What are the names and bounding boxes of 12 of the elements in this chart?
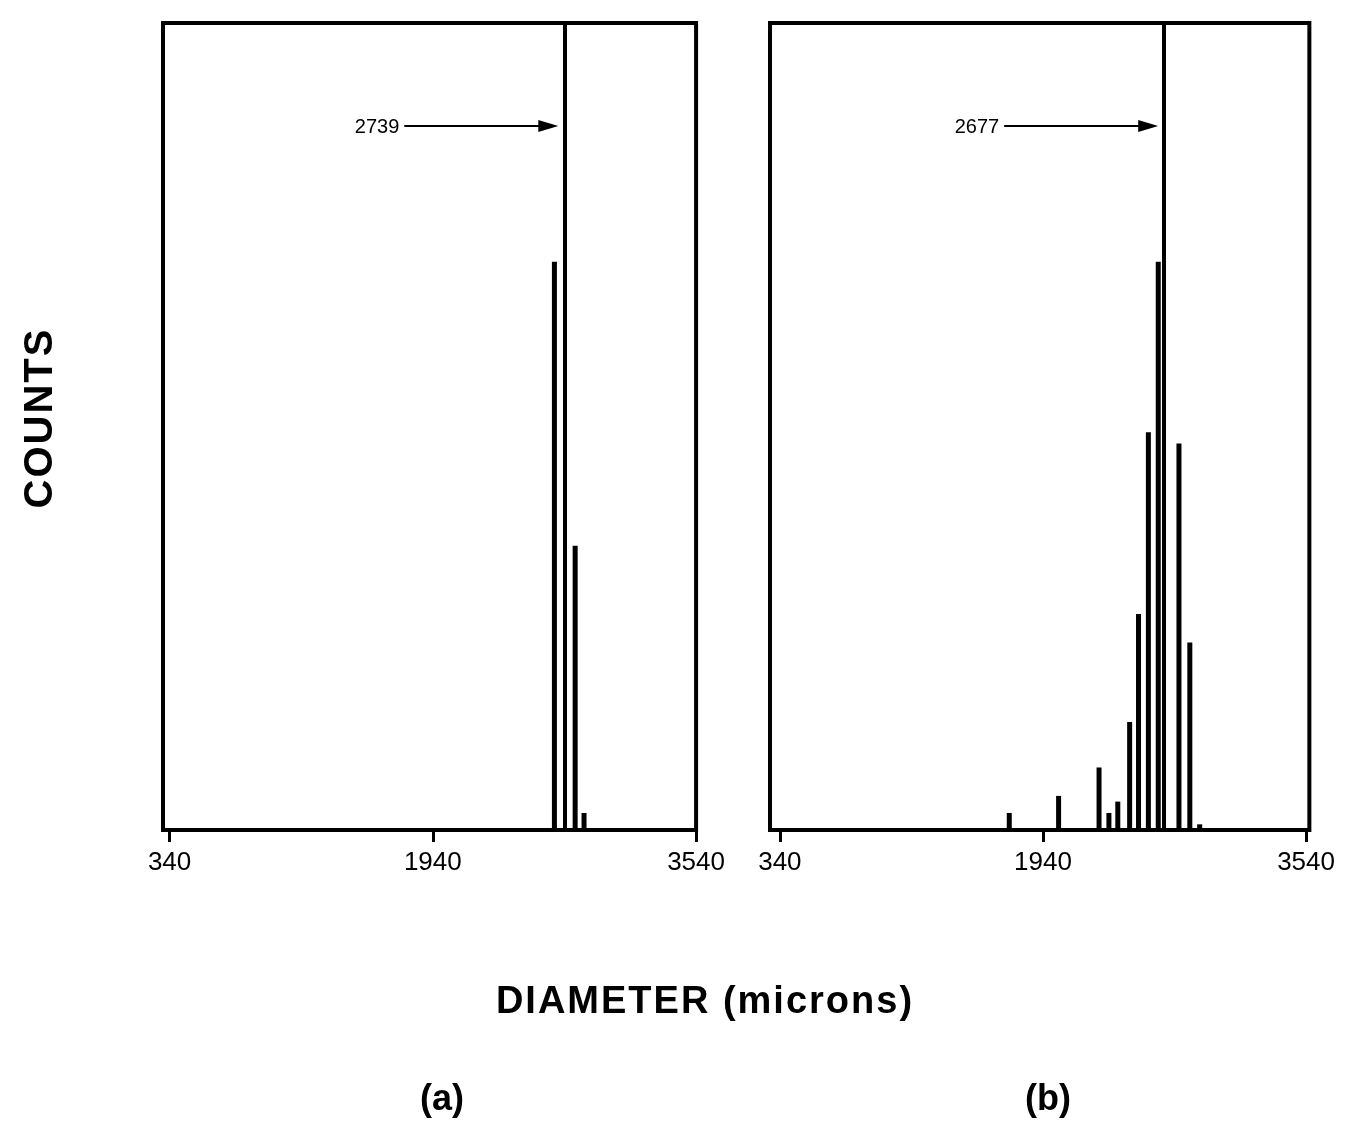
x-tick-label: 1940 <box>403 846 462 876</box>
x-tick-label: 340 <box>147 846 192 876</box>
x-axis-title: DIAMETER (microns) <box>495 978 915 1022</box>
ref-line-label: 2739 <box>354 115 400 137</box>
x-tick-label: 3540 <box>1277 846 1335 876</box>
text: (a) <box>420 1076 464 1118</box>
x-tick-label: 3540 <box>667 846 725 876</box>
text: (b) <box>1025 1076 1071 1118</box>
ref-line-label: 2677 <box>954 115 1000 137</box>
y-axis-title: COUNTS <box>15 327 61 509</box>
x-tick-label: 1940 <box>1014 846 1072 876</box>
x-tick-label: 340 <box>758 846 802 876</box>
